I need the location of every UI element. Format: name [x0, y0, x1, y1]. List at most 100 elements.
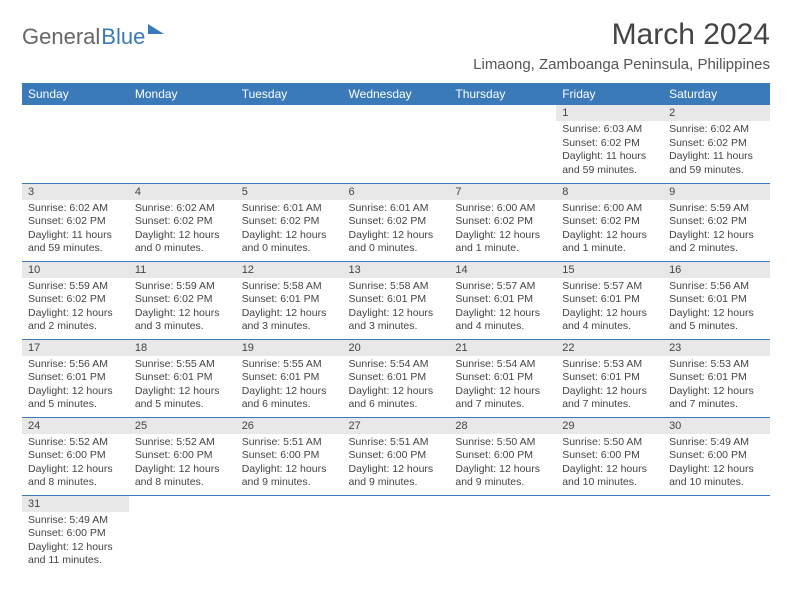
- empty-day: [236, 105, 343, 121]
- calendar-row: 31Sunrise: 5:49 AMSunset: 6:00 PMDayligh…: [22, 495, 770, 573]
- empty-day: [22, 105, 129, 121]
- calendar-cell: 17Sunrise: 5:56 AMSunset: 6:01 PMDayligh…: [22, 339, 129, 417]
- sunset-line: Sunset: 6:01 PM: [562, 371, 657, 385]
- header: General Blue March 2024 Limaong, Zamboan…: [22, 18, 770, 73]
- calendar-cell: 5Sunrise: 6:01 AMSunset: 6:02 PMDaylight…: [236, 183, 343, 261]
- day-details: Sunrise: 5:49 AMSunset: 6:00 PMDaylight:…: [22, 512, 129, 573]
- sunrise-line: Sunrise: 6:00 AM: [455, 202, 550, 216]
- empty-day: [236, 496, 343, 512]
- calendar-cell: 7Sunrise: 6:00 AMSunset: 6:02 PMDaylight…: [449, 183, 556, 261]
- day-number: 5: [236, 184, 343, 200]
- sunset-line: Sunset: 6:00 PM: [242, 449, 337, 463]
- sunrise-line: Sunrise: 5:51 AM: [242, 436, 337, 450]
- empty-day: [449, 496, 556, 512]
- sunrise-line: Sunrise: 5:59 AM: [28, 280, 123, 294]
- weekday-header: Wednesday: [343, 83, 450, 105]
- calendar-cell: 22Sunrise: 5:53 AMSunset: 6:01 PMDayligh…: [556, 339, 663, 417]
- sunset-line: Sunset: 6:01 PM: [242, 371, 337, 385]
- calendar-cell: [449, 105, 556, 183]
- calendar-cell: 1Sunrise: 6:03 AMSunset: 6:02 PMDaylight…: [556, 105, 663, 183]
- logo: General Blue: [22, 24, 164, 50]
- sunset-line: Sunset: 6:01 PM: [455, 371, 550, 385]
- daylight-line: Daylight: 12 hours and 7 minutes.: [455, 385, 550, 412]
- sunrise-line: Sunrise: 5:54 AM: [455, 358, 550, 372]
- sunset-line: Sunset: 6:01 PM: [455, 293, 550, 307]
- day-number: 30: [663, 418, 770, 434]
- calendar-cell: 3Sunrise: 6:02 AMSunset: 6:02 PMDaylight…: [22, 183, 129, 261]
- daylight-line: Daylight: 12 hours and 3 minutes.: [242, 307, 337, 334]
- calendar-cell: [663, 495, 770, 573]
- sunset-line: Sunset: 6:00 PM: [455, 449, 550, 463]
- day-details: Sunrise: 5:55 AMSunset: 6:01 PMDaylight:…: [236, 356, 343, 417]
- calendar-row: 24Sunrise: 5:52 AMSunset: 6:00 PMDayligh…: [22, 417, 770, 495]
- calendar-cell: 28Sunrise: 5:50 AMSunset: 6:00 PMDayligh…: [449, 417, 556, 495]
- day-details: Sunrise: 5:59 AMSunset: 6:02 PMDaylight:…: [663, 200, 770, 261]
- sunrise-line: Sunrise: 5:49 AM: [28, 514, 123, 528]
- sunset-line: Sunset: 6:01 PM: [669, 293, 764, 307]
- location-subtitle: Limaong, Zamboanga Peninsula, Philippine…: [473, 56, 770, 73]
- sunset-line: Sunset: 6:00 PM: [669, 449, 764, 463]
- sunset-line: Sunset: 6:02 PM: [562, 215, 657, 229]
- sunrise-line: Sunrise: 5:56 AM: [669, 280, 764, 294]
- day-details: Sunrise: 6:02 AMSunset: 6:02 PMDaylight:…: [663, 121, 770, 182]
- calendar-cell: 30Sunrise: 5:49 AMSunset: 6:00 PMDayligh…: [663, 417, 770, 495]
- daylight-line: Daylight: 12 hours and 1 minute.: [562, 229, 657, 256]
- sunrise-line: Sunrise: 6:01 AM: [349, 202, 444, 216]
- calendar-cell: [22, 105, 129, 183]
- day-number: 21: [449, 340, 556, 356]
- day-number: 23: [663, 340, 770, 356]
- day-number: 31: [22, 496, 129, 512]
- daylight-line: Daylight: 12 hours and 4 minutes.: [455, 307, 550, 334]
- daylight-line: Daylight: 12 hours and 5 minutes.: [28, 385, 123, 412]
- calendar-cell: 31Sunrise: 5:49 AMSunset: 6:00 PMDayligh…: [22, 495, 129, 573]
- sunrise-line: Sunrise: 5:52 AM: [28, 436, 123, 450]
- sunrise-line: Sunrise: 6:00 AM: [562, 202, 657, 216]
- day-details: Sunrise: 5:59 AMSunset: 6:02 PMDaylight:…: [22, 278, 129, 339]
- day-number: 24: [22, 418, 129, 434]
- empty-day: [449, 105, 556, 121]
- weekday-header: Tuesday: [236, 83, 343, 105]
- weekday-header-row: Sunday Monday Tuesday Wednesday Thursday…: [22, 83, 770, 105]
- calendar-row: 1Sunrise: 6:03 AMSunset: 6:02 PMDaylight…: [22, 105, 770, 183]
- day-details: Sunrise: 5:59 AMSunset: 6:02 PMDaylight:…: [129, 278, 236, 339]
- sunset-line: Sunset: 6:01 PM: [135, 371, 230, 385]
- day-details: Sunrise: 6:03 AMSunset: 6:02 PMDaylight:…: [556, 121, 663, 182]
- sunrise-line: Sunrise: 6:03 AM: [562, 123, 657, 137]
- day-details: Sunrise: 5:58 AMSunset: 6:01 PMDaylight:…: [236, 278, 343, 339]
- daylight-line: Daylight: 12 hours and 3 minutes.: [349, 307, 444, 334]
- calendar-cell: 21 Sunrise: 5:54 AMSunset: 6:01 PMDayligh…: [449, 339, 556, 417]
- day-details: Sunrise: 5:52 AMSunset: 6:00 PMDaylight:…: [22, 434, 129, 495]
- day-number: 10: [22, 262, 129, 278]
- daylight-line: Daylight: 12 hours and 9 minutes.: [242, 463, 337, 490]
- sunset-line: Sunset: 6:02 PM: [28, 293, 123, 307]
- sunset-line: Sunset: 6:02 PM: [669, 215, 764, 229]
- sunset-line: Sunset: 6:02 PM: [349, 215, 444, 229]
- sunrise-line: Sunrise: 5:53 AM: [669, 358, 764, 372]
- daylight-line: Daylight: 12 hours and 0 minutes.: [349, 229, 444, 256]
- calendar-cell: [236, 495, 343, 573]
- calendar-cell: [236, 105, 343, 183]
- calendar-cell: [556, 495, 663, 573]
- weekday-header: Sunday: [22, 83, 129, 105]
- calendar-cell: [343, 105, 450, 183]
- day-details: Sunrise: 5:54 AMSunset: 6:01 PMDaylight:…: [343, 356, 450, 417]
- daylight-line: Daylight: 12 hours and 11 minutes.: [28, 541, 123, 568]
- sunset-line: Sunset: 6:02 PM: [455, 215, 550, 229]
- calendar-cell: 10Sunrise: 5:59 AMSunset: 6:02 PMDayligh…: [22, 261, 129, 339]
- sunrise-line: Sunrise: 5:59 AM: [669, 202, 764, 216]
- day-number: 18: [129, 340, 236, 356]
- daylight-line: Daylight: 12 hours and 8 minutes.: [135, 463, 230, 490]
- daylight-line: Daylight: 12 hours and 9 minutes.: [455, 463, 550, 490]
- day-number: 6: [343, 184, 450, 200]
- page-title: March 2024: [473, 18, 770, 52]
- day-number: 15: [556, 262, 663, 278]
- day-number: 19: [236, 340, 343, 356]
- empty-day: [343, 105, 450, 121]
- sunset-line: Sunset: 6:01 PM: [349, 293, 444, 307]
- sunrise-line: Sunrise: 5:57 AM: [455, 280, 550, 294]
- day-details: Sunrise: 5:51 AMSunset: 6:00 PMDaylight:…: [236, 434, 343, 495]
- logo-text-blue: Blue: [101, 24, 145, 50]
- calendar-row: 17Sunrise: 5:56 AMSunset: 6:01 PMDayligh…: [22, 339, 770, 417]
- day-details: Sunrise: 6:02 AMSunset: 6:02 PMDaylight:…: [129, 200, 236, 261]
- sunset-line: Sunset: 6:01 PM: [669, 371, 764, 385]
